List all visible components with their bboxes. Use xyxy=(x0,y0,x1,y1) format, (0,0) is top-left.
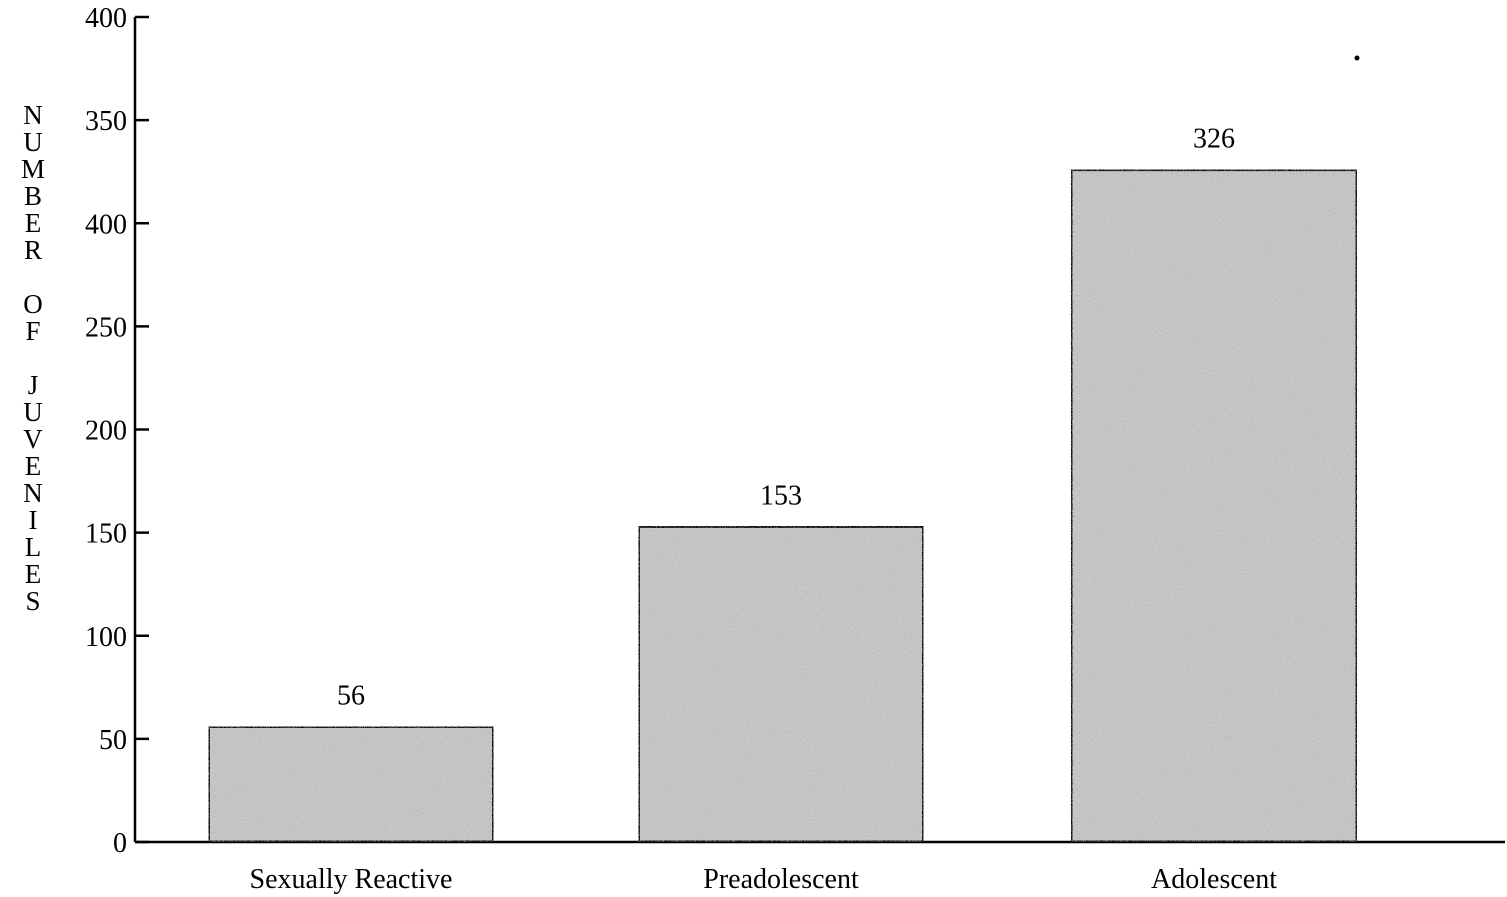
y-tick-label: 150 xyxy=(85,519,127,550)
bar-value-label: 153 xyxy=(760,480,802,511)
y-axis-label-letter: F xyxy=(25,316,41,346)
y-axis-label-letter: E xyxy=(24,559,42,589)
y-tick-label: 100 xyxy=(85,622,127,653)
bar-preadolescent xyxy=(637,524,925,844)
y-axis-label-letter: M xyxy=(20,154,45,184)
x-category-label: Sexually Reactive xyxy=(250,864,453,895)
y-axis-label-letter: S xyxy=(25,586,41,616)
y-axis-label-letter: O xyxy=(23,289,43,319)
y-tick-label: 400 xyxy=(85,209,127,240)
y-axis-label-letter: U xyxy=(23,127,43,157)
y-tick-label: 50 xyxy=(99,725,127,756)
y-axis-label-letter: E xyxy=(24,451,42,481)
scan-speck xyxy=(1354,55,1360,61)
bar-sexually-reactive xyxy=(207,725,495,844)
bar-adolescent xyxy=(1069,168,1359,844)
y-axis-label-letter: N xyxy=(23,100,43,130)
y-tick-label: 0 xyxy=(113,828,127,859)
x-category-label: Preadolescent xyxy=(703,864,859,895)
y-axis-label-letter: E xyxy=(24,208,42,238)
y-axis-label-letter: L xyxy=(24,532,42,562)
y-axis-label-letter: U xyxy=(23,397,43,427)
y-tick-label: 200 xyxy=(85,416,127,447)
y-axis-label-letter: J xyxy=(27,370,39,400)
y-axis-label-letter: R xyxy=(23,235,42,265)
bar-value-label: 326 xyxy=(1193,124,1235,155)
y-axis-label-letter: V xyxy=(23,424,43,454)
bar-value-label: 56 xyxy=(337,681,365,712)
y-tick-label: 350 xyxy=(85,106,127,137)
y-axis-label-letter: B xyxy=(23,181,42,211)
y-tick-label: 250 xyxy=(85,312,127,343)
y-tick-label: 400 xyxy=(85,3,127,34)
y-axis-label-letter: N xyxy=(23,478,43,508)
y-axis-label-letter: I xyxy=(28,505,38,535)
x-category-label: Adolescent xyxy=(1151,864,1277,895)
